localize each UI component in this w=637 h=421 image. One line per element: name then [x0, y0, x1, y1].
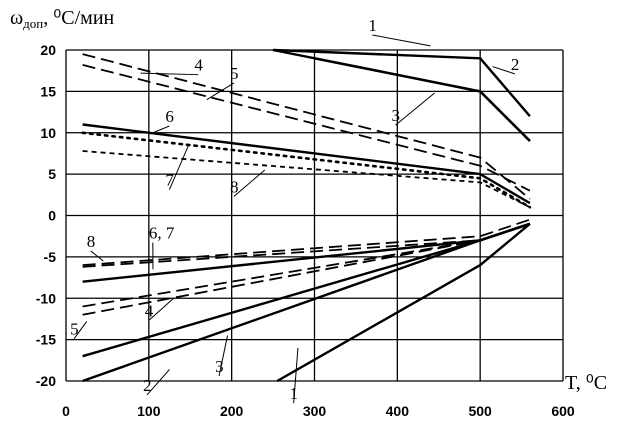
- y-tick-label-15: 15: [40, 83, 56, 99]
- annotation-label-5: 6: [165, 107, 174, 126]
- series-line-upper-7: [81, 131, 532, 209]
- series-line-upper-8: [82, 150, 531, 209]
- series-line-upper-5: [82, 64, 531, 192]
- x-tick-label-500: 500: [468, 403, 492, 419]
- x-axis-title: T, ⁰C: [565, 372, 607, 394]
- x-tick-label-400: 400: [386, 403, 410, 419]
- annotation-leader-3: [140, 72, 199, 76]
- annotation-leader-8: [90, 250, 104, 262]
- annotation-leader-12: [146, 369, 170, 396]
- y-tick-label-5: 5: [48, 166, 56, 182]
- series-line-upper-2: [272, 48, 531, 142]
- annotation-label-13: 3: [215, 357, 224, 376]
- series-line-upper-1: [273, 48, 531, 117]
- annotation-leader-7: [233, 169, 266, 197]
- annotation-leader-5: [152, 125, 170, 134]
- y-tick-label-0: 0: [48, 208, 56, 224]
- y-axis-title: ωдоп, ⁰С/мин: [10, 7, 115, 31]
- annotation-leader-4: [206, 82, 235, 101]
- annotation-label-11: 4: [145, 301, 154, 320]
- annotation-leader-10: [73, 321, 88, 339]
- annotation-label-1: 2: [511, 55, 520, 74]
- annotation-leader-13: [218, 335, 229, 376]
- series-line-upper-3: [314, 57, 531, 142]
- x-tick-label-0: 0: [62, 403, 70, 419]
- annotation-label-7: 8: [230, 177, 239, 196]
- annotation-label-0: 1: [368, 16, 377, 35]
- y-tick-label-10: 10: [40, 125, 56, 141]
- series-line-lower-1: [276, 222, 531, 383]
- x-tick-label-600: 600: [551, 403, 575, 419]
- x-tick-label-200: 200: [220, 403, 244, 419]
- series-line-lower-6: [82, 222, 531, 283]
- annotation-label-6: 7: [165, 171, 174, 190]
- series-line-upper-6: [82, 123, 531, 205]
- annotation-label-9: 6, 7: [149, 224, 175, 243]
- annotation-leader-1: [492, 66, 515, 75]
- annotation-label-10: 5: [70, 320, 79, 339]
- annotation-leader-0: [372, 34, 431, 47]
- annotation-label-4: 5: [230, 64, 239, 83]
- annotation-leader-2: [395, 92, 435, 126]
- series-line-upper-4: [82, 53, 531, 200]
- series-group: [81, 48, 532, 383]
- y-tick-label--10: -10: [36, 290, 56, 306]
- annotation-label-14: 1: [290, 384, 299, 403]
- annotation-label-8: 8: [87, 232, 96, 251]
- x-tick-label-100: 100: [137, 403, 161, 419]
- annotation-leader-14: [293, 347, 299, 404]
- y-tick-label--20: -20: [36, 373, 56, 389]
- y-tick-label-20: 20: [40, 42, 56, 58]
- annotation-leaders: [73, 34, 515, 404]
- x-tick-label-300: 300: [303, 403, 327, 419]
- annotation-leader-11: [148, 297, 175, 321]
- annotation-label-3: 4: [194, 56, 203, 75]
- annotation-labels: 1 2 3 4 5 6 7 8 8 6, 7 5 4 2 3 1: [70, 16, 519, 403]
- y-tick-label--15: -15: [36, 332, 56, 348]
- annotation-label-2: 3: [392, 106, 401, 125]
- annotation-leader-6: [168, 144, 190, 190]
- y-tick-label--5: -5: [44, 249, 57, 265]
- annotation-label-12: 2: [143, 376, 152, 395]
